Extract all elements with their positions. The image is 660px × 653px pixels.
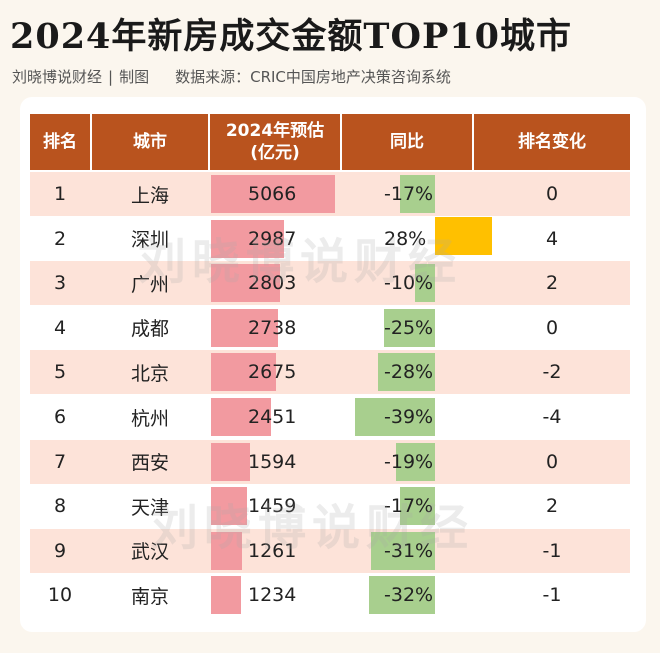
rank-cell: 1 bbox=[53, 183, 67, 205]
yoy-label: -10% bbox=[384, 272, 434, 295]
rank-cell: 6 bbox=[53, 406, 67, 428]
rank-cell: 3 bbox=[53, 272, 67, 295]
byline-author: 刘晓博说财经 bbox=[12, 68, 103, 86]
table-row: 2 深圳 2987 28% 4 bbox=[30, 216, 630, 261]
yoy-bar bbox=[371, 531, 435, 570]
yoy-bar bbox=[414, 264, 435, 303]
table-row: 10 南京 1234 -32% -1 bbox=[30, 573, 630, 617]
table-row: 3 广州 2803 -10% 2 bbox=[30, 261, 630, 306]
rank-change-cell: -2 bbox=[542, 361, 562, 384]
yoy-bar bbox=[400, 487, 435, 526]
city-cell: 上海 bbox=[130, 184, 169, 207]
table-row: 1 上海 5066 -17% 0 bbox=[30, 172, 630, 216]
city-cell: 广州 bbox=[130, 273, 169, 296]
yoy-bar bbox=[383, 308, 435, 347]
value-header: 2024年预估 (亿元) bbox=[210, 114, 340, 170]
value-bar bbox=[211, 398, 271, 436]
yoy-label: -28% bbox=[384, 361, 434, 384]
yoy-label: -32% bbox=[384, 584, 434, 607]
rank-cell: 2 bbox=[53, 227, 67, 250]
rank-change-cell: -1 bbox=[542, 539, 562, 562]
rank-header: 排名 bbox=[30, 114, 90, 170]
value-label: 1234 bbox=[248, 584, 297, 607]
value-label: 5066 bbox=[248, 183, 297, 205]
city-cell: 北京 bbox=[130, 362, 169, 385]
table-row: 8 天津 1459 -17% 2 bbox=[30, 484, 630, 528]
rank-change-cell: 2 bbox=[545, 272, 559, 295]
rank-change-cell: -1 bbox=[542, 584, 562, 607]
value-label: 2803 bbox=[248, 272, 297, 295]
change-header: 排名变化 bbox=[474, 114, 630, 170]
yoy-label: -19% bbox=[384, 450, 434, 473]
value-label: 1594 bbox=[248, 450, 297, 473]
value-label: 2987 bbox=[248, 227, 297, 250]
rank-cell: 5 bbox=[53, 361, 67, 384]
yoy-label: -17% bbox=[384, 495, 434, 518]
rank-change-cell: 0 bbox=[545, 183, 559, 205]
data-source: 数据来源：CRIC中国房地产决策咨询系统 bbox=[175, 68, 451, 86]
yoy-label: -17% bbox=[384, 183, 434, 205]
yoy-label: -39% bbox=[384, 406, 434, 428]
rank-cell: 7 bbox=[53, 450, 67, 473]
yoy-bar bbox=[396, 442, 435, 481]
rank-cell: 8 bbox=[53, 495, 67, 518]
table-row: 7 西安 1594 -19% 0 bbox=[30, 439, 630, 484]
city-cell: 杭州 bbox=[130, 407, 169, 430]
value-bar bbox=[211, 487, 247, 526]
value-bar bbox=[211, 308, 278, 347]
rank-change-cell: 4 bbox=[545, 227, 559, 250]
value-label: 2738 bbox=[248, 316, 297, 339]
city-cell: 南京 bbox=[130, 585, 169, 608]
rank-change-cell: 0 bbox=[545, 316, 559, 339]
rank-cell: 9 bbox=[53, 539, 67, 562]
byline-role: 制图 bbox=[119, 68, 150, 86]
value-label: 2675 bbox=[248, 361, 297, 384]
value-bar bbox=[211, 531, 242, 570]
rank-cell: 10 bbox=[47, 584, 73, 607]
yoy-label: 28% bbox=[384, 227, 427, 250]
yoy-bar bbox=[400, 175, 435, 213]
value-bar bbox=[211, 219, 284, 258]
value-label: 1261 bbox=[248, 539, 297, 562]
ranking-table: 排名 城市 2024年预估 (亿元) 同比 排名变化 1 上海 5066 -17% 0 2 深圳 298… bbox=[30, 114, 630, 617]
rank-change-cell: 2 bbox=[545, 495, 559, 518]
city-header: 城市 bbox=[92, 114, 208, 170]
city-cell: 天津 bbox=[130, 496, 169, 519]
value-bar bbox=[211, 576, 241, 615]
table-row: 9 武汉 1261 -31% -1 bbox=[30, 528, 630, 573]
byline-separator: | bbox=[108, 68, 114, 86]
yoy-bar bbox=[355, 398, 435, 436]
city-cell: 西安 bbox=[130, 452, 169, 475]
rank-cell: 4 bbox=[53, 316, 67, 339]
yoy-bar bbox=[377, 353, 435, 392]
rank-change-cell: 0 bbox=[545, 450, 559, 473]
value-bar bbox=[211, 264, 280, 303]
table-row: 5 北京 2675 -28% -2 bbox=[30, 350, 630, 395]
yoy-label: -25% bbox=[384, 316, 434, 339]
value-bar bbox=[211, 175, 335, 213]
page-title: 2024年新房成交金额TOP10城市 bbox=[10, 16, 572, 57]
rank-change-cell: -4 bbox=[542, 406, 562, 428]
table-row: 4 成都 2738 -25% 0 bbox=[30, 306, 630, 350]
value-label: 1459 bbox=[248, 495, 297, 518]
value-bar bbox=[211, 442, 250, 481]
byline: 刘晓博说财经 | 制图 数据来源：CRIC中国房地产决策咨询系统 bbox=[12, 66, 451, 87]
city-cell: 成都 bbox=[130, 318, 169, 341]
table-row: 6 杭州 2451 -39% -4 bbox=[30, 395, 630, 439]
yoy-bar bbox=[369, 576, 435, 615]
yoy-header: 同比 bbox=[342, 114, 472, 170]
city-cell: 深圳 bbox=[130, 229, 169, 252]
yoy-label: -31% bbox=[384, 539, 434, 562]
value-label: 2451 bbox=[248, 406, 297, 428]
city-cell: 武汉 bbox=[130, 541, 169, 564]
yoy-bar bbox=[435, 216, 493, 255]
value-bar bbox=[211, 353, 276, 392]
